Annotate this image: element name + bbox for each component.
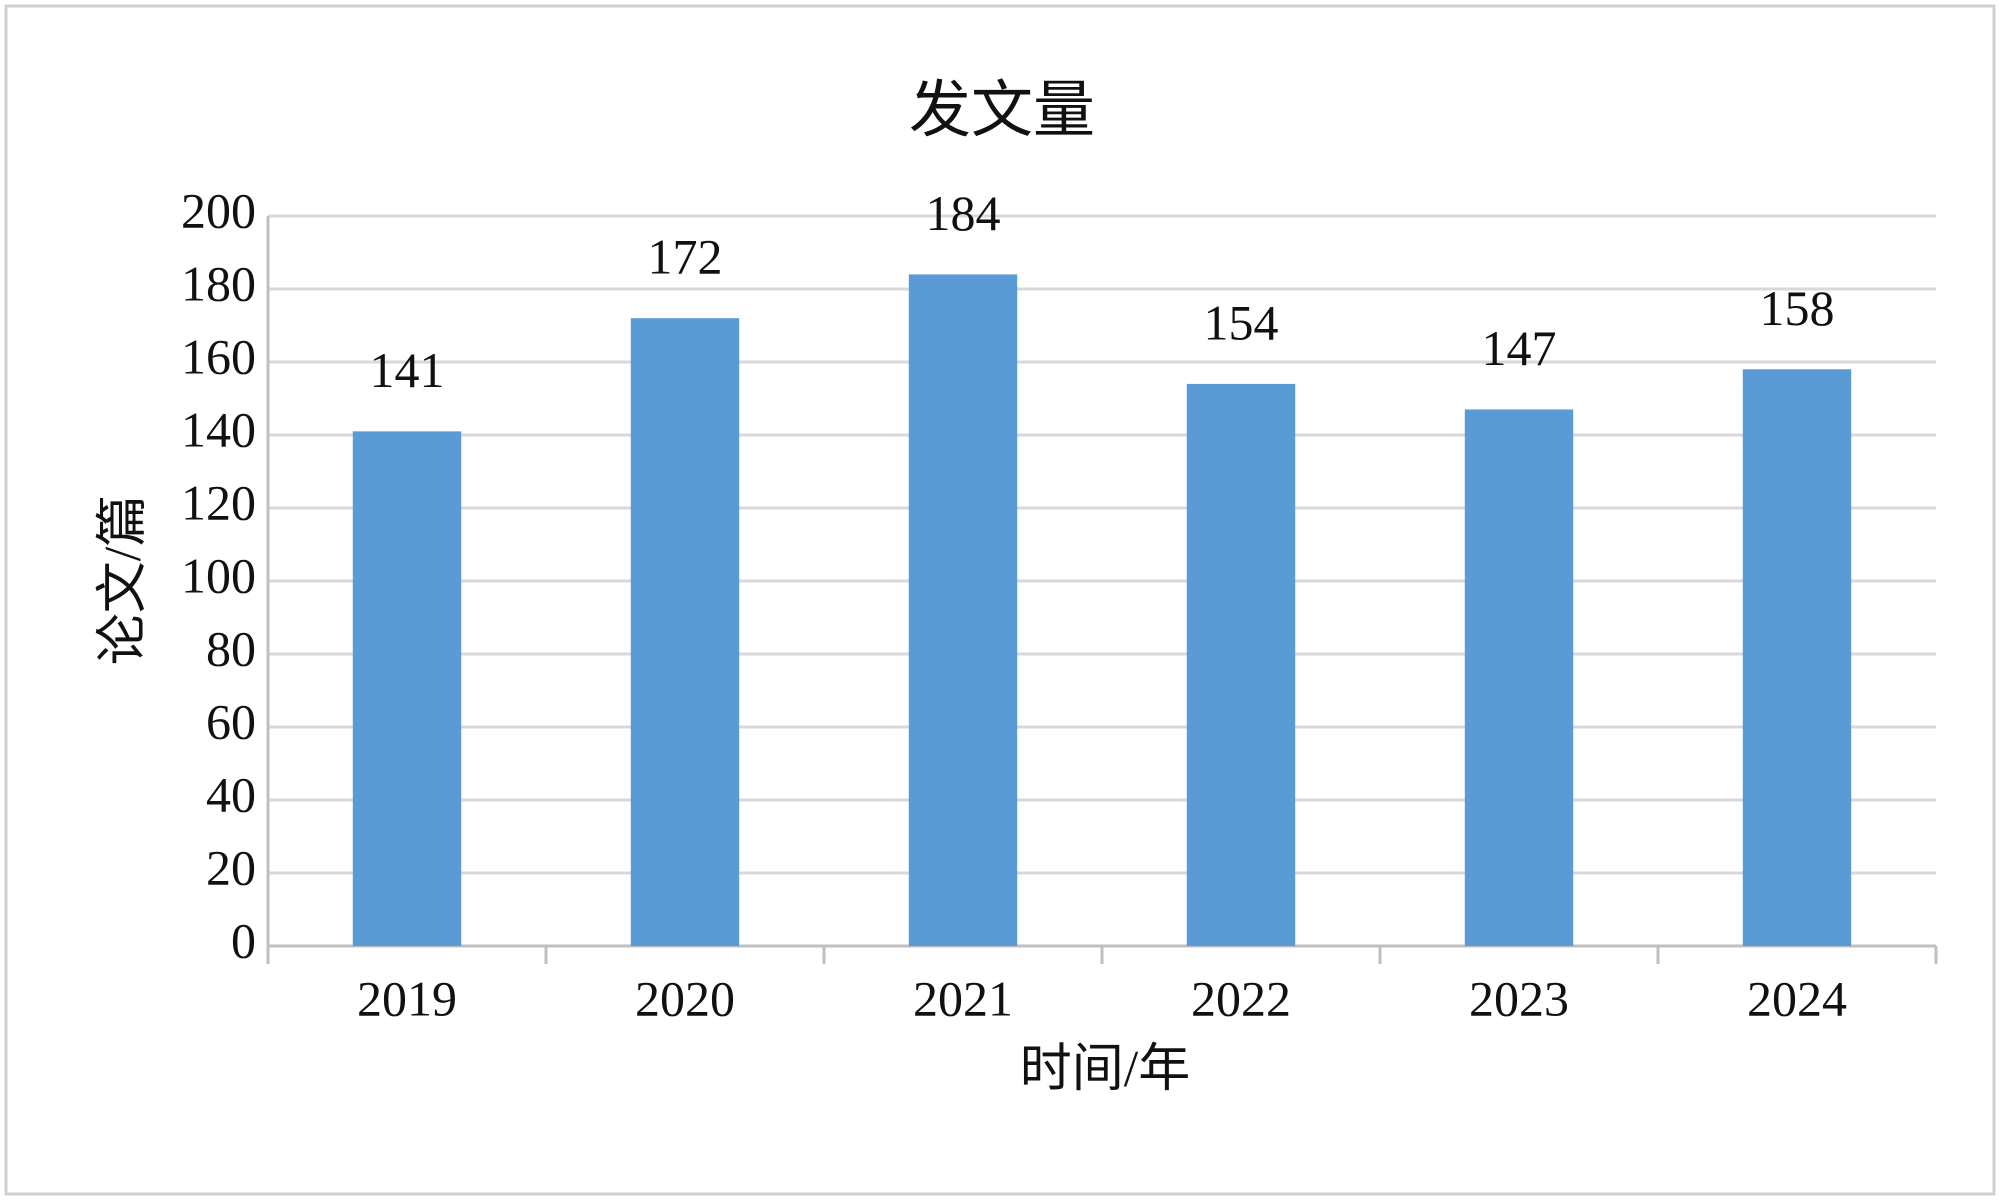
x-tick-label: 2022	[1191, 970, 1291, 1026]
y-axis-label: 论文/篇	[95, 495, 152, 665]
data-label: 141	[370, 342, 445, 398]
bar	[1464, 409, 1574, 946]
bar	[630, 318, 740, 946]
y-tick-label: 100	[181, 547, 256, 603]
y-tick-label: 0	[231, 912, 256, 968]
y-tick-label: 160	[181, 328, 256, 384]
x-tick-label: 2024	[1747, 970, 1847, 1026]
y-tick-label: 140	[181, 401, 256, 457]
data-label: 147	[1482, 320, 1557, 376]
y-tick-label: 80	[206, 620, 256, 676]
bar	[352, 431, 462, 947]
x-tick-label: 2019	[357, 970, 457, 1026]
data-label: 154	[1204, 294, 1279, 350]
data-label: 158	[1760, 280, 1835, 336]
data-label: 184	[926, 185, 1001, 241]
x-axis-label: 时间/年	[1020, 1041, 1190, 1098]
chart-title: 发文量	[909, 77, 1095, 145]
bar	[908, 274, 1018, 946]
x-tick-label: 2023	[1469, 970, 1569, 1026]
y-tick-label: 20	[206, 839, 256, 895]
y-tick-label: 120	[181, 474, 256, 530]
x-tick-label: 2021	[913, 970, 1013, 1026]
y-tick-label: 60	[206, 693, 256, 749]
data-label: 172	[648, 229, 723, 285]
bar	[1186, 383, 1296, 946]
y-tick-label: 200	[181, 182, 256, 238]
x-tick-label: 2020	[635, 970, 735, 1026]
y-tick-label: 180	[181, 255, 256, 311]
bar	[1742, 369, 1852, 946]
y-tick-label: 40	[206, 766, 256, 822]
